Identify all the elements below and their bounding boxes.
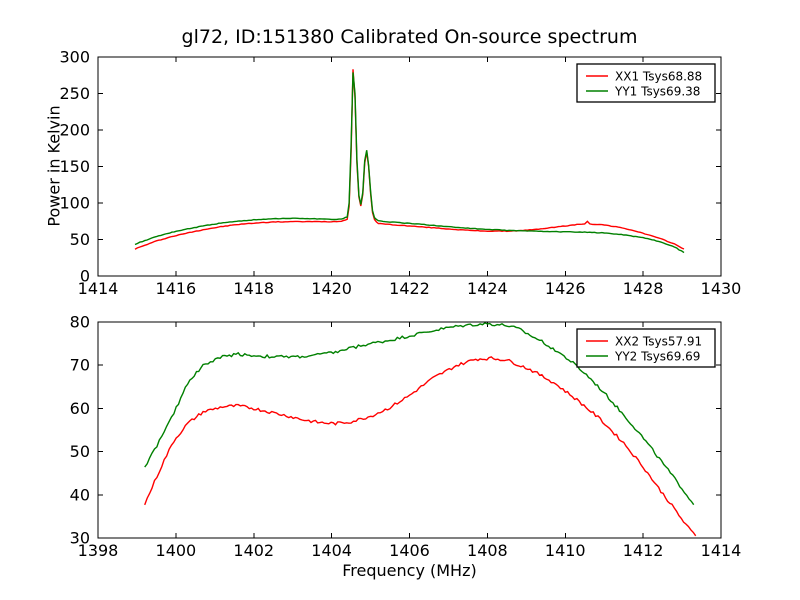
series-line-xx1 xyxy=(134,69,685,250)
series-line-yy2 xyxy=(144,322,695,506)
y-axis-label: Power in Kelvin xyxy=(44,105,64,227)
y-tick-label: 40 xyxy=(70,485,90,504)
x-tick-label: 1402 xyxy=(233,541,274,560)
x-tick-label: 1424 xyxy=(467,279,508,298)
x-tick-label: 1406 xyxy=(389,541,430,560)
x-tick-label: 1410 xyxy=(545,541,586,560)
x-axis-label: Frequency (MHz) xyxy=(342,561,477,580)
series-line-xx2 xyxy=(144,356,697,537)
series-line-yy1 xyxy=(134,72,685,254)
y-tick-label: 100 xyxy=(59,194,90,213)
chart-title: gl72, ID:151380 Calibrated On-source spe… xyxy=(181,26,638,48)
axes-border xyxy=(97,321,722,539)
y-tick-label: 300 xyxy=(59,48,90,67)
legend-box xyxy=(576,328,716,368)
x-tick-label: 1398 xyxy=(78,541,119,560)
y-tick-label: 30 xyxy=(70,529,90,548)
y-tick-label: 70 xyxy=(70,356,90,375)
legend-label: XX2 Tsys57.91 xyxy=(615,335,702,349)
x-tick-label: 1418 xyxy=(233,279,274,298)
subplot-2: 1398 1400 1402 1404 1406 1408 1410 1412 1414 30 40… xyxy=(70,313,742,561)
y-tick-label: 250 xyxy=(59,84,90,103)
x-tick-label: 1408 xyxy=(467,541,508,560)
x-tick-label: 1404 xyxy=(311,541,352,560)
x-tick-label: 1414 xyxy=(78,279,119,298)
y-tick-label: 60 xyxy=(70,399,90,418)
y-tick-label: 50 xyxy=(70,230,90,249)
x-tick-label: 1412 xyxy=(623,541,664,560)
legend-label: XX1 Tsys68.88 xyxy=(615,70,702,84)
x-tick-label: 1422 xyxy=(389,279,430,298)
y-tick-label: 0 xyxy=(80,267,90,286)
y-tick-label: 80 xyxy=(70,313,90,332)
x-tick-label: 1400 xyxy=(156,541,197,560)
legend-label: YY1 Tsys69.38 xyxy=(614,85,700,99)
legend-box xyxy=(576,63,716,103)
x-tick-label: 1416 xyxy=(156,279,197,298)
legend-label: YY2 Tsys69.69 xyxy=(614,350,700,364)
x-tick-label: 1428 xyxy=(623,279,664,298)
x-tick-label: 1426 xyxy=(545,279,586,298)
subplot-1: 1414 1416 1418 1420 1422 1424 1426 1428 1430 0 50 1… xyxy=(59,48,741,299)
y-tick-label: 150 xyxy=(59,157,90,176)
y-tick-label: 200 xyxy=(59,121,90,140)
x-tick-label: 1430 xyxy=(701,279,742,298)
axes-border xyxy=(97,56,722,277)
y-tick-label: 50 xyxy=(70,442,90,461)
x-tick-label: 1414 xyxy=(701,541,742,560)
x-tick-label: 1420 xyxy=(311,279,352,298)
